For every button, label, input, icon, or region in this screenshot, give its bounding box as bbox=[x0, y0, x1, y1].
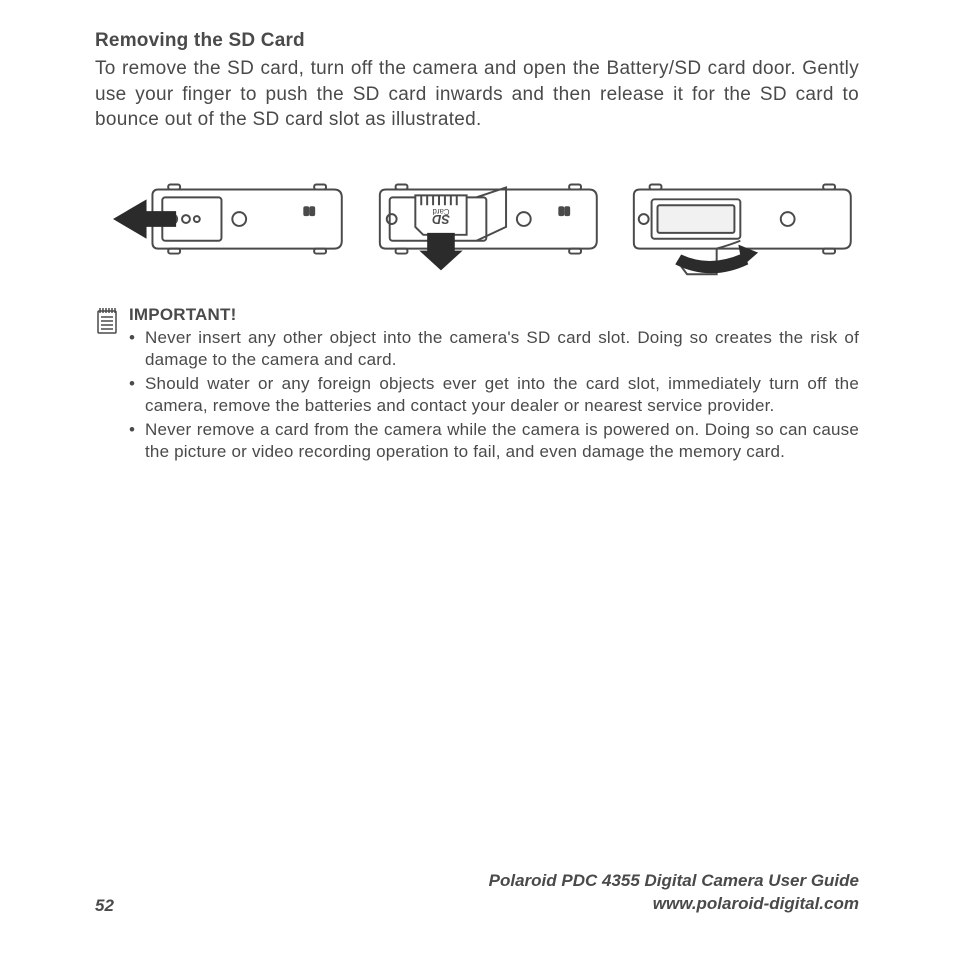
page-footer: 52 Polaroid PDC 4355 Digital Camera User… bbox=[95, 870, 859, 916]
diagram-remove-step2: SD Card bbox=[368, 167, 605, 277]
section-title: Removing the SD Card bbox=[95, 30, 859, 52]
diagram-row: SD Card bbox=[113, 167, 859, 277]
footer-url: www.polaroid-digital.com bbox=[489, 893, 859, 916]
footer-guide-title: Polaroid PDC 4355 Digital Camera User Gu… bbox=[489, 870, 859, 893]
diagram-remove-step3 bbox=[622, 167, 859, 277]
bullet-item: Never insert any other object into the c… bbox=[129, 327, 859, 372]
page-number: 52 bbox=[95, 896, 114, 916]
important-block: IMPORTANT! Never insert any other object… bbox=[95, 305, 859, 465]
bullet-item: Should water or any foreign objects ever… bbox=[129, 373, 859, 418]
note-icon bbox=[95, 305, 129, 340]
diagram-remove-step1 bbox=[113, 167, 350, 277]
svg-text:Card: Card bbox=[432, 207, 449, 216]
bullet-item: Never remove a card from the camera whil… bbox=[129, 419, 859, 464]
section-body: To remove the SD card, turn off the came… bbox=[95, 56, 859, 133]
important-bullets: Never insert any other object into the c… bbox=[129, 327, 859, 464]
important-heading: IMPORTANT! bbox=[129, 305, 859, 325]
